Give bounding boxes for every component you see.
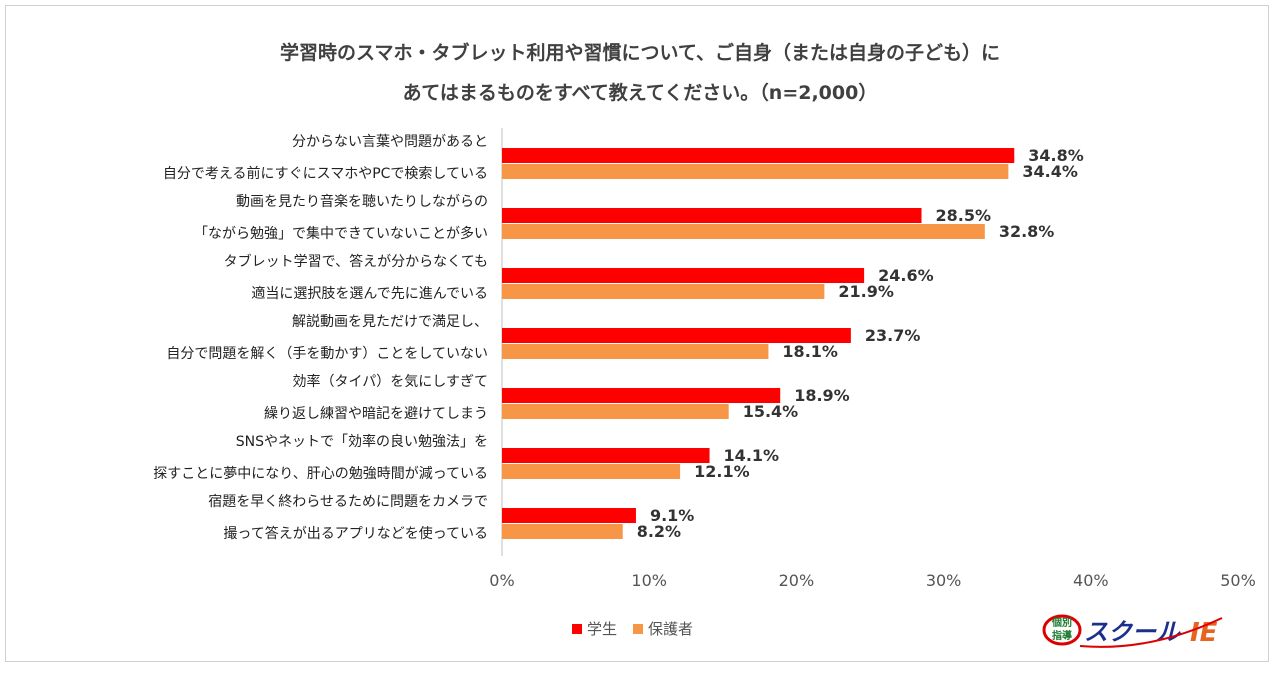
data-label: 14.1%	[724, 446, 780, 465]
legend-label: 学生	[587, 620, 617, 638]
x-tick-label: 20%	[779, 571, 815, 590]
bar-student	[502, 448, 710, 463]
category-label: タブレット学習で、答えが分からなくても	[224, 253, 488, 270]
bar-student	[502, 148, 1015, 163]
category-label: 撮って答えが出るアプリなどを使っている	[223, 525, 488, 542]
category-label: 解説動画を見ただけで満足し、	[292, 314, 488, 330]
bar-parent	[502, 464, 681, 479]
data-label: 34.8%	[1028, 146, 1084, 165]
category-label: 適当に選択肢を選んで先に進んでいる	[251, 285, 488, 302]
bar-student	[502, 388, 781, 403]
x-tick-label: 10%	[631, 571, 667, 590]
x-tick-label: 0%	[489, 571, 514, 590]
chart-frame	[5, 5, 1269, 662]
legend-label: 保護者	[648, 620, 693, 638]
bar-parent	[502, 344, 769, 359]
data-label: 24.6%	[878, 266, 934, 285]
chart-title-line-1: 学習時のスマホ・タブレット利用や習慣について、ご自身（または自身の子ども）に	[280, 42, 1000, 64]
data-label: 21.9%	[838, 282, 894, 301]
data-label: 28.5%	[936, 206, 992, 225]
category-label: 自分で問題を解く（手を動かす）ことをしていない	[166, 346, 488, 362]
category-label: 効率（タイパ）を気にしすぎて	[293, 373, 488, 390]
data-label: 9.1%	[650, 506, 694, 525]
data-label: 34.4%	[1022, 162, 1078, 181]
category-label: SNSやネットで「効率の良い勉強法」を	[236, 433, 488, 450]
data-label: 32.8%	[999, 222, 1055, 241]
bar-student	[502, 208, 922, 223]
svg-text:指導: 指導	[1052, 629, 1072, 642]
legend-swatch	[572, 624, 582, 634]
x-tick-label: 40%	[1073, 571, 1109, 590]
data-label: 18.1%	[782, 342, 838, 361]
category-label: 動画を見たり音楽を聴いたりしながらの	[236, 193, 488, 210]
chart-title-line-2: あてはまるものをすべて教えてください。（n=2,000）	[402, 82, 878, 104]
category-label: 探すことに夢中になり、肝心の勉強時間が減っている	[153, 465, 488, 482]
category-label: 宿題を早く終わらせるために問題をカメラで	[208, 493, 488, 510]
bar-parent	[502, 404, 729, 419]
data-label: 8.2%	[637, 522, 681, 541]
bar-student	[502, 328, 851, 343]
bar-parent	[502, 284, 825, 299]
x-tick-label: 50%	[1220, 571, 1256, 590]
category-label: 自分で考える前にすぐにスマホやPCで検索している	[163, 165, 488, 182]
bar-parent	[502, 224, 985, 239]
category-label: 「ながら勉強」で集中できていないことが多い	[194, 225, 488, 242]
data-label: 23.7%	[865, 326, 921, 345]
bar-parent	[502, 164, 1009, 179]
bar-student	[502, 268, 865, 283]
data-label: 12.1%	[694, 462, 750, 481]
svg-text:個別: 個別	[1051, 616, 1072, 629]
data-label: 15.4%	[743, 402, 799, 421]
x-tick-label: 30%	[926, 571, 962, 590]
svg-text:スクール: スクール	[1084, 618, 1182, 646]
category-label: 繰り返し練習や暗記を避けてしまう	[264, 405, 488, 422]
category-label: 分からない言葉や問題があると	[292, 134, 488, 150]
data-label: 18.9%	[794, 386, 850, 405]
bar-student	[502, 508, 636, 523]
legend-swatch	[633, 624, 643, 634]
bar-parent	[502, 524, 623, 539]
